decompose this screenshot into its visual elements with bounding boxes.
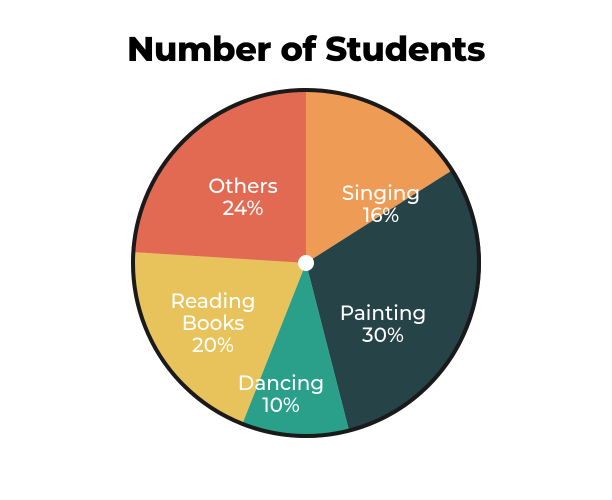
center-dot	[298, 255, 314, 271]
pie-chart-container: Singing16%Painting30%Dancing10%ReadingBo…	[131, 88, 481, 438]
chart-title: Number of Students	[127, 28, 485, 70]
pie-chart: Singing16%Painting30%Dancing10%ReadingBo…	[131, 88, 481, 438]
